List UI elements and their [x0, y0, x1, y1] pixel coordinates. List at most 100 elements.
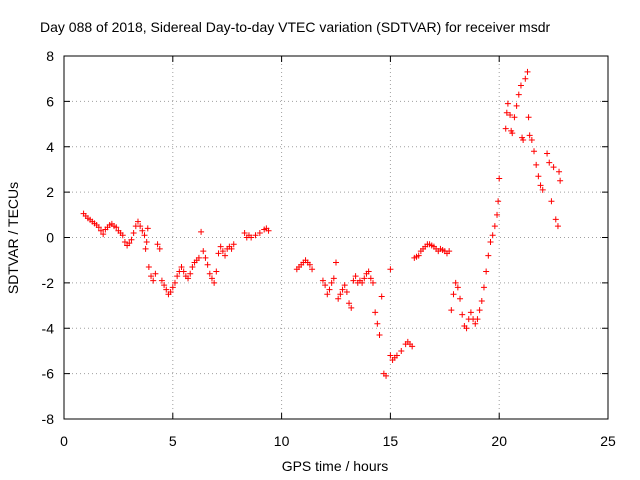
data-point: [141, 232, 148, 239]
data-point: [339, 286, 346, 293]
data-point: [248, 234, 255, 241]
data-point: [330, 275, 337, 282]
data-point: [509, 130, 516, 137]
x-tick-label: 0: [60, 433, 68, 449]
data-point: [365, 268, 372, 275]
data-point: [409, 343, 416, 350]
data-point: [348, 304, 355, 311]
data-point: [550, 164, 557, 171]
data-point: [472, 320, 479, 327]
y-tick-label: 2: [46, 184, 54, 200]
data-point: [494, 211, 501, 218]
data-point: [495, 198, 502, 205]
data-point: [513, 102, 520, 109]
data-point: [322, 282, 329, 289]
x-tick-label: 5: [169, 433, 177, 449]
data-point: [457, 295, 464, 302]
data-point: [324, 291, 331, 298]
data-point: [346, 300, 353, 307]
data-point: [491, 223, 498, 230]
data-point: [524, 68, 531, 75]
data-point: [517, 82, 524, 89]
data-point: [480, 284, 487, 291]
data-point: [228, 245, 235, 252]
data-point: [367, 275, 374, 282]
data-point: [554, 223, 561, 230]
data-point: [525, 114, 532, 121]
data-point: [378, 293, 385, 300]
x-tick-label: 25: [600, 433, 616, 449]
y-axis-label: SDTVAR / TECUs: [5, 182, 21, 294]
data-point: [150, 277, 157, 284]
data-point: [552, 216, 559, 223]
grid: [64, 56, 608, 419]
data-point: [167, 288, 174, 295]
data-point: [467, 309, 474, 316]
data-point: [352, 273, 359, 280]
data-point: [163, 286, 170, 293]
data-point: [202, 254, 209, 261]
data-point: [195, 254, 202, 261]
data-point: [476, 307, 483, 314]
data-point: [256, 229, 263, 236]
data-point: [219, 248, 226, 255]
data-point: [557, 177, 564, 184]
data-point: [483, 268, 490, 275]
data-point: [337, 291, 344, 298]
data-point: [200, 248, 207, 255]
data-point: [528, 136, 535, 143]
data-point: [361, 275, 368, 282]
data-point: [309, 266, 316, 273]
data-point: [459, 311, 466, 318]
data-point: [174, 273, 181, 280]
chart-title: Day 088 of 2018, Sidereal Day-to-day VTE…: [40, 19, 550, 35]
data-point: [171, 279, 178, 286]
y-tick-label: 6: [46, 93, 54, 109]
data-point: [376, 332, 383, 339]
data-point: [515, 91, 522, 98]
data-point: [387, 266, 394, 273]
data-point: [526, 132, 533, 139]
data-point: [383, 372, 390, 379]
data-point: [113, 224, 120, 231]
data-point: [189, 263, 196, 270]
data-point: [161, 282, 168, 289]
data-point: [359, 279, 366, 286]
data-point: [369, 279, 376, 286]
data-point: [333, 259, 339, 266]
data-point: [142, 245, 149, 252]
y-tick-label: 8: [46, 48, 54, 64]
data-point: [474, 316, 481, 323]
data-point: [446, 248, 453, 255]
data-point: [511, 114, 518, 121]
data-point: [230, 241, 237, 248]
x-axis-label: GPS time / hours: [282, 458, 389, 474]
data-point: [204, 261, 211, 268]
data-point: [144, 225, 151, 232]
data-point: [206, 270, 213, 277]
data-point: [213, 268, 220, 275]
data-point: [463, 325, 470, 332]
y-tick-label: -8: [42, 411, 55, 427]
data-point: [119, 232, 126, 239]
data-point: [222, 252, 229, 259]
data-point: [328, 279, 335, 286]
data-point: [548, 198, 555, 205]
data-point: [211, 279, 218, 286]
data-point: [343, 288, 350, 295]
data-point: [335, 295, 342, 302]
data-point: [496, 175, 503, 182]
data-point: [130, 229, 137, 236]
data-point: [148, 273, 155, 280]
data-point: [454, 284, 461, 291]
y-tick-label: 0: [46, 230, 54, 246]
data-point: [452, 279, 459, 286]
data-point: [121, 239, 128, 246]
data-point: [374, 320, 381, 327]
data-point: [198, 228, 205, 235]
axes: 0 5 10 15 20 25 -8 -6 -4 -2 0 2 4 6 8: [42, 48, 616, 449]
data-point: [185, 275, 192, 282]
y-tick-label: -6: [42, 366, 55, 382]
data-point: [531, 148, 538, 155]
